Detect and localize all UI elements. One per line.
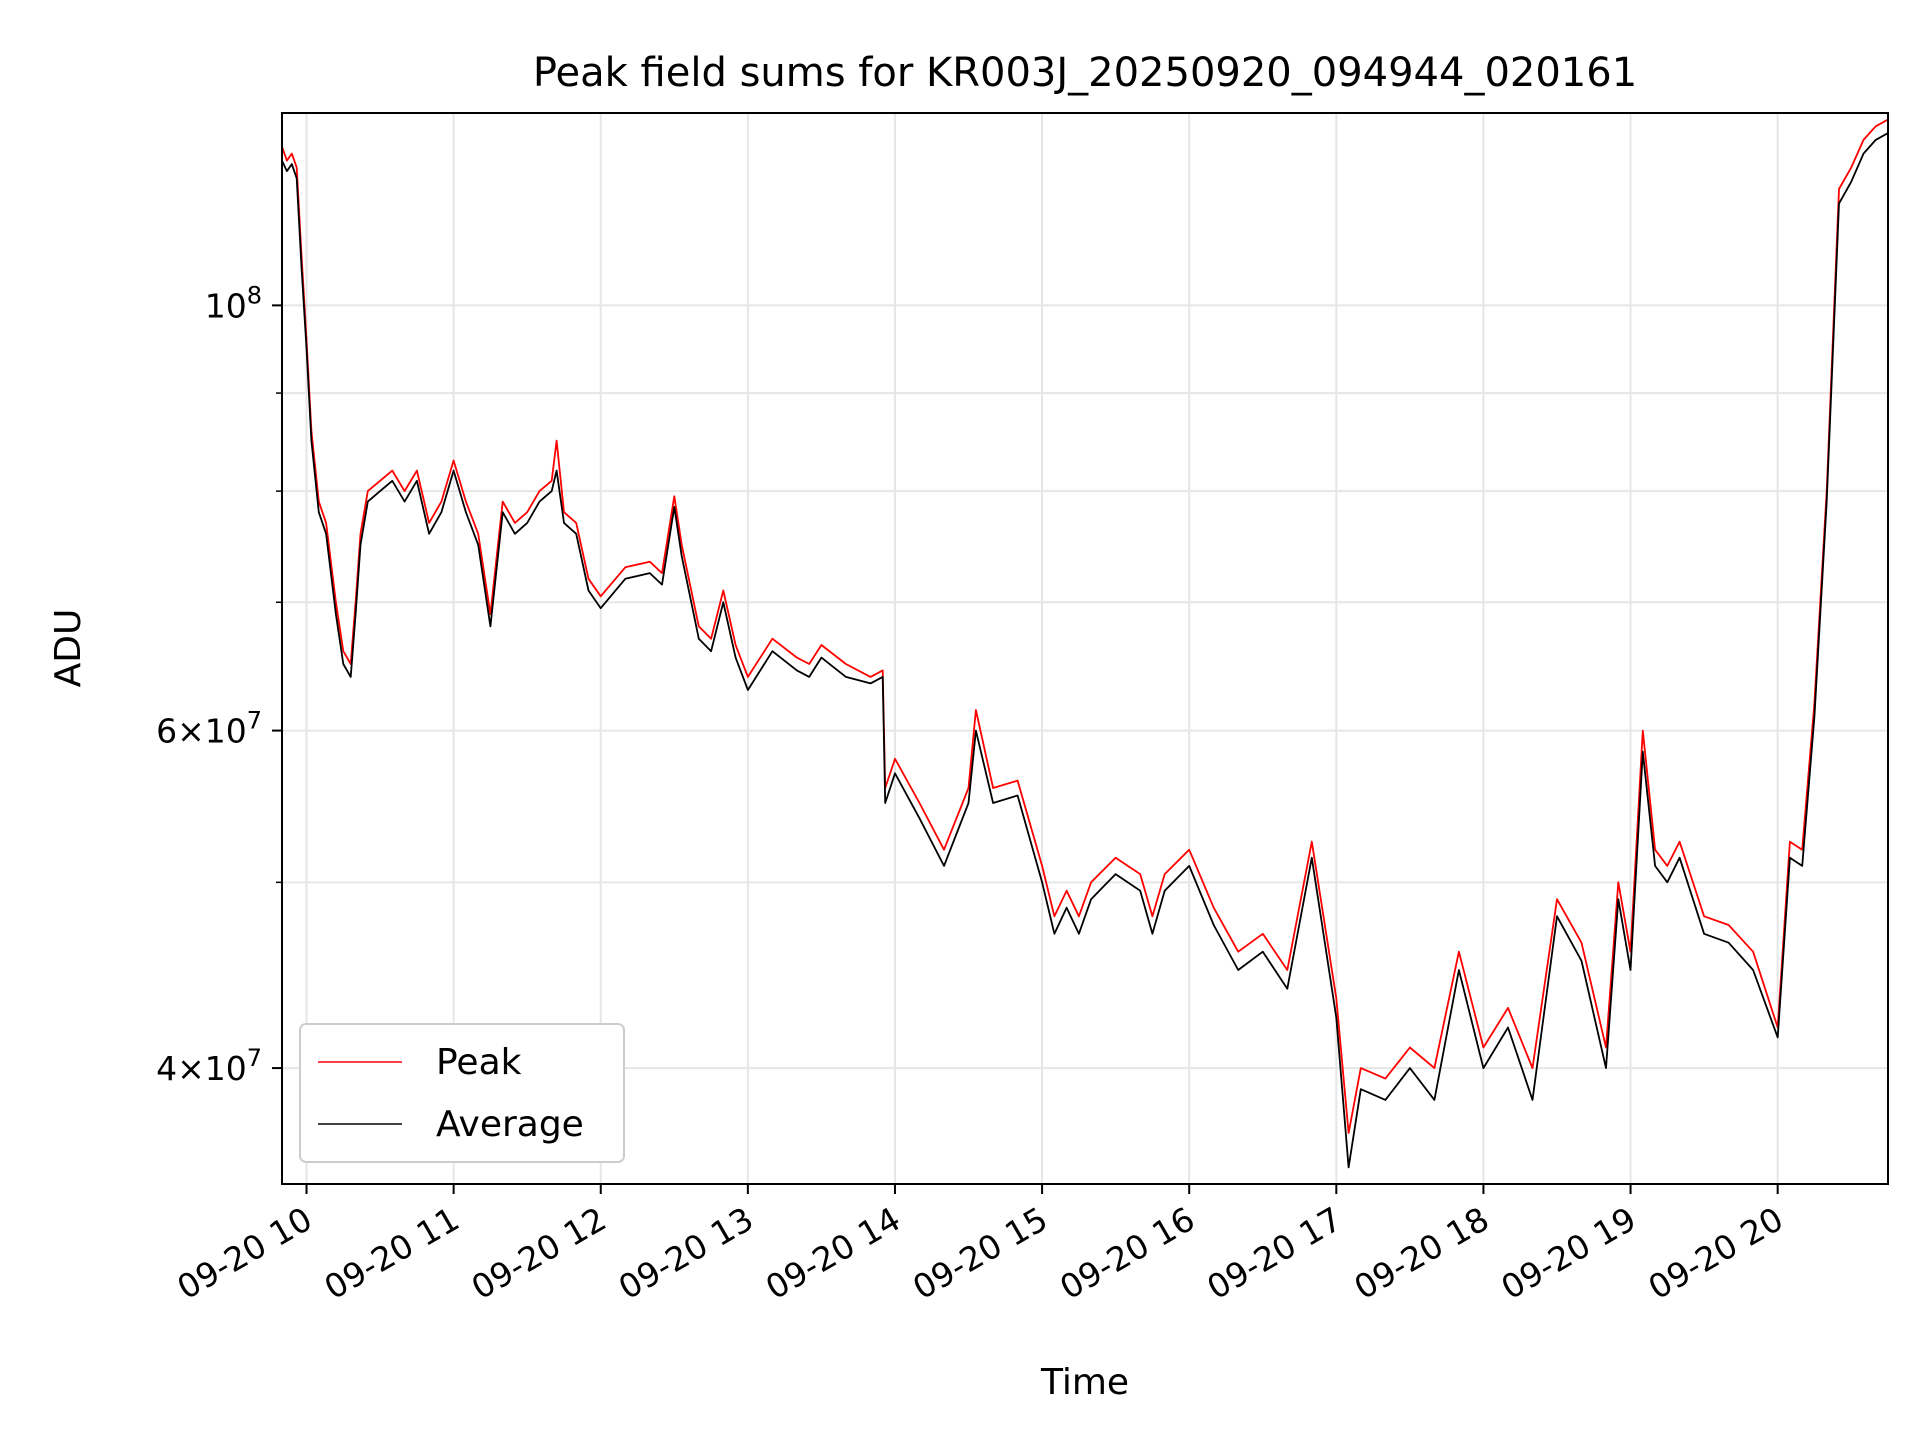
series-line-peak (281, 118, 1889, 1134)
legend-average-label: Average (436, 1104, 584, 1145)
y-axis-label: ADU (48, 609, 89, 688)
legend-peak-label: Peak (436, 1042, 522, 1083)
x-tick-label: 09-20 11 (318, 1199, 466, 1307)
x-tick-label: 09-20 12 (465, 1199, 613, 1307)
y-axis: 4×107 6×107 108 (156, 281, 282, 1088)
x-tick-label: 09-20 14 (759, 1199, 907, 1307)
plot-frame (281, 112, 1889, 1185)
x-tick-label: 09-20 16 (1053, 1199, 1201, 1307)
x-tick-label: 09-20 15 (906, 1199, 1054, 1307)
series-layer (281, 118, 1889, 1169)
legend-box (299, 1023, 625, 1163)
x-tick-label: 09-20 17 (1200, 1199, 1348, 1307)
y-tick-label: 108 (205, 281, 262, 325)
x-axis-label: Time (1040, 1362, 1129, 1403)
x-tick-label: 09-20 20 (1642, 1199, 1790, 1307)
x-tick-label: 09-20 10 (171, 1199, 319, 1307)
legend: Peak Average (299, 1023, 625, 1163)
x-axis: 09-20 10 09-20 11 09-20 12 09-20 13 09-20 14… (171, 1184, 1790, 1307)
series-line-average (281, 132, 1889, 1169)
y-tick-label: 6×107 (156, 707, 262, 751)
x-tick-label: 09-20 18 (1347, 1199, 1495, 1307)
x-tick-label: 09-20 13 (612, 1199, 760, 1307)
x-tick-label: 09-20 19 (1495, 1199, 1643, 1307)
y-tick-label: 4×107 (156, 1044, 262, 1088)
chart-title: Peak field sums for KR003J_20250920_0949… (533, 50, 1637, 96)
